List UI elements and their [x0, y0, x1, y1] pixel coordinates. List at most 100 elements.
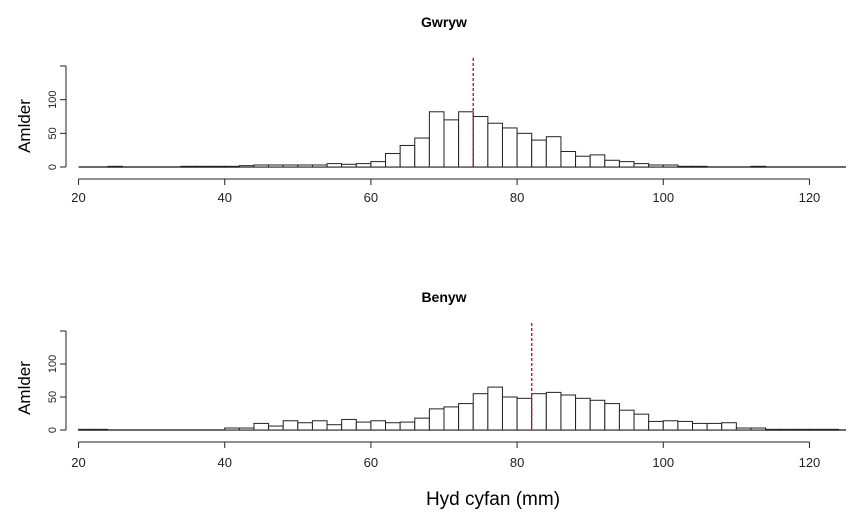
histogram-bar [370, 161, 387, 168]
histogram-bar [560, 394, 577, 431]
panel-title-benyw: Benyw [421, 289, 466, 305]
histogram-bar [399, 144, 416, 168]
histogram-bar [735, 427, 752, 431]
histogram-bar [458, 403, 474, 431]
histogram-bar [501, 127, 518, 168]
histogram-bar [224, 427, 240, 431]
histogram-bar [414, 137, 430, 168]
histogram-bar [706, 422, 723, 431]
x-tick-label: 120 [799, 455, 821, 470]
histogram-bar [589, 154, 606, 168]
histogram-bar [545, 391, 562, 431]
histogram-bar [618, 409, 635, 431]
axes-benyw: 0 50 100 20 40 60 80 100 120 [47, 330, 821, 470]
histogram-bar [341, 163, 357, 168]
histogram-bar [765, 428, 781, 431]
histogram-bar [194, 165, 211, 168]
histogram-bar [282, 420, 299, 431]
histogram-bar [443, 406, 460, 431]
y-tick-label: 0 [47, 164, 59, 170]
histogram-bar [238, 427, 255, 431]
histogram-bar [326, 163, 343, 168]
histogram-bar [808, 428, 825, 431]
histogram-bar [750, 165, 767, 168]
histogram-bar [516, 397, 533, 431]
histogram-bar [107, 165, 123, 168]
histogram-bar [531, 393, 547, 431]
histogram-bar [297, 422, 313, 431]
histogram-bar [253, 422, 270, 431]
histogram-bar [779, 428, 796, 431]
histogram-bar [633, 163, 650, 168]
histogram-bar [750, 427, 767, 431]
histogram-bar [575, 155, 591, 168]
histogram-bar [472, 393, 489, 431]
x-tick-label: 120 [799, 190, 821, 205]
histogram-bar [385, 153, 401, 168]
y-axis-label-benyw: Amlder [15, 361, 34, 415]
histogram-bar [443, 119, 460, 168]
histogram-bar [721, 422, 737, 431]
histogram-bar [545, 136, 562, 168]
histogram-bar [458, 111, 474, 168]
histogram-bar [633, 413, 650, 431]
histogram-bar [516, 132, 533, 168]
panel-gwryw: Gwryw Amlder 0 50 100 20 40 60 80 100 120 [15, 14, 846, 205]
histogram-bar [648, 420, 664, 431]
histogram-bar [209, 165, 226, 168]
panel-benyw: Benyw Amlder 0 50 100 20 40 60 80 100 120 [15, 289, 846, 470]
y-tick-label: 100 [47, 90, 59, 108]
histogram-bar [428, 111, 445, 168]
x-tick-label: 60 [364, 455, 378, 470]
bars-benyw [78, 323, 846, 431]
x-tick-label: 100 [652, 455, 674, 470]
histogram-bar [531, 139, 547, 168]
x-tick-label: 60 [364, 190, 378, 205]
histogram-bar [501, 396, 518, 431]
histogram-bar [370, 420, 387, 431]
histogram-bar [253, 164, 270, 168]
bars-gwryw [78, 58, 846, 168]
x-tick-label: 20 [71, 190, 85, 205]
histogram-bar [677, 420, 694, 431]
x-tick-label: 40 [217, 455, 231, 470]
histogram-bar [677, 165, 694, 168]
histogram-bar [385, 422, 401, 431]
histogram-bar [823, 428, 840, 431]
axes-gwryw: 0 50 100 20 40 60 80 100 120 [47, 65, 821, 205]
histogram-bar [180, 165, 196, 168]
histogram-bar [341, 418, 357, 431]
x-axis-label: Hyd cyfan (mm) [426, 489, 560, 510]
histogram-bar [589, 399, 606, 431]
histogram-bar [282, 164, 299, 168]
histogram-bar [575, 397, 591, 431]
histogram-bar [238, 165, 255, 168]
histogram-bar [297, 164, 313, 168]
histogram-bar [428, 408, 445, 431]
x-tick-label: 80 [510, 455, 524, 470]
histogram-bar [604, 403, 620, 431]
x-tick-label: 40 [217, 190, 231, 205]
histogram-bar [311, 164, 328, 168]
x-tick-label: 80 [510, 190, 524, 205]
histogram-bar [618, 161, 635, 168]
histogram-bar [487, 386, 503, 431]
histogram-bar [560, 151, 577, 168]
y-tick-label: 50 [47, 391, 59, 403]
histogram-bar [355, 421, 372, 431]
y-tick-label: 0 [47, 427, 59, 433]
histogram-bar [414, 417, 430, 431]
y-tick-label: 100 [47, 355, 59, 373]
histogram-bar [311, 420, 328, 431]
x-tick-label: 100 [652, 190, 674, 205]
histogram-bar [268, 425, 284, 431]
y-axis-label-gwryw: Amlder [15, 99, 34, 153]
histogram-bar [472, 116, 489, 168]
panel-title-gwryw: Gwryw [421, 14, 467, 30]
histogram-bar [692, 422, 708, 431]
histogram-bar [268, 164, 284, 168]
histogram-bar [399, 421, 416, 431]
x-tick-label: 20 [71, 455, 85, 470]
histogram-bar [604, 159, 620, 168]
